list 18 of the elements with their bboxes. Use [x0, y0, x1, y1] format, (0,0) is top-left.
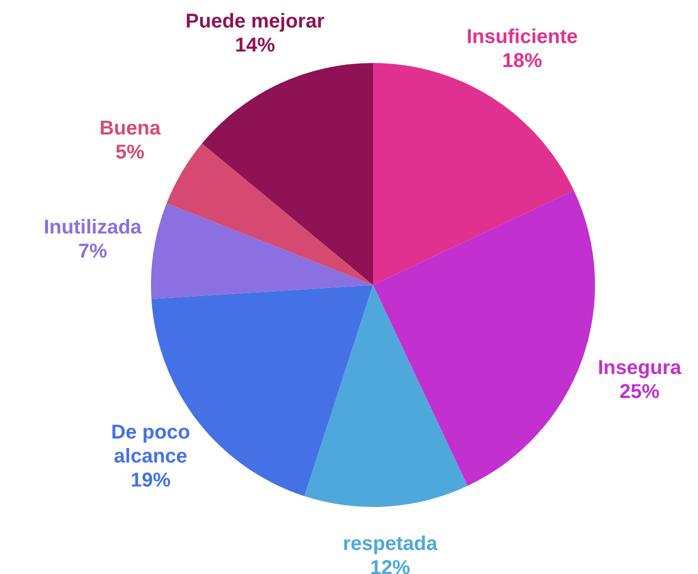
- slice-label: Buena: [99, 118, 162, 140]
- pie-slice: [373, 190, 595, 486]
- pie-slice: [151, 203, 373, 299]
- slice-label: Puede mejorar: [186, 10, 325, 33]
- data-label: 5%: [116, 142, 145, 164]
- data-label: 19%: [130, 470, 171, 492]
- slice-label: De poco alcance: [111, 422, 190, 468]
- data-label: 14%: [234, 34, 276, 57]
- slice-label: Insegura: [598, 357, 682, 380]
- pie-slice: [304, 285, 468, 507]
- slice-label: Insuficiente: [466, 26, 578, 48]
- pie-slice: [166, 143, 373, 285]
- slice-label: respetada: [342, 533, 438, 556]
- data-label: 18%: [502, 50, 542, 72]
- pie-slice: [202, 63, 373, 285]
- data-label: 7%: [78, 240, 108, 263]
- slice-label: Inutilizada: [44, 216, 142, 239]
- data-label: 25%: [620, 381, 660, 404]
